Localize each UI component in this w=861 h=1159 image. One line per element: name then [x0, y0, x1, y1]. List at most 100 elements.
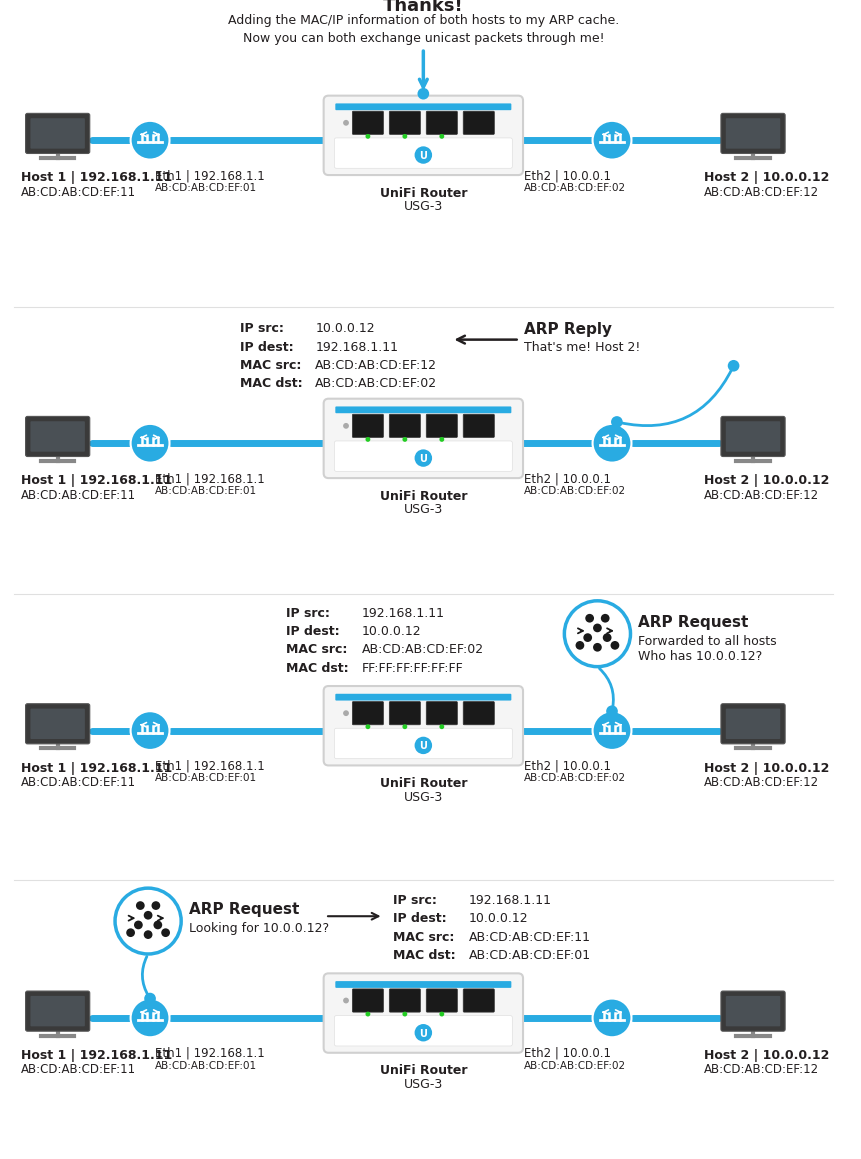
Circle shape	[583, 633, 592, 642]
FancyBboxPatch shape	[352, 989, 383, 1012]
FancyBboxPatch shape	[425, 414, 457, 437]
Circle shape	[136, 902, 145, 910]
FancyBboxPatch shape	[389, 414, 420, 437]
FancyBboxPatch shape	[462, 414, 493, 437]
FancyBboxPatch shape	[26, 416, 90, 457]
Text: MAC dst:: MAC dst:	[286, 662, 349, 675]
FancyBboxPatch shape	[425, 111, 457, 134]
Circle shape	[414, 737, 431, 755]
FancyBboxPatch shape	[425, 701, 457, 724]
FancyBboxPatch shape	[30, 118, 84, 148]
Circle shape	[439, 724, 443, 729]
FancyBboxPatch shape	[720, 114, 784, 153]
FancyBboxPatch shape	[323, 974, 523, 1052]
Text: AB:CD:AB:CD:EF:02: AB:CD:AB:CD:EF:02	[523, 183, 625, 192]
Circle shape	[131, 424, 170, 462]
Text: 10.0.0.12: 10.0.0.12	[468, 912, 528, 925]
Circle shape	[402, 134, 406, 139]
Circle shape	[592, 999, 631, 1037]
Circle shape	[592, 712, 631, 750]
FancyBboxPatch shape	[720, 416, 784, 457]
FancyBboxPatch shape	[720, 704, 784, 744]
Text: Eth2 | 10.0.0.1: Eth2 | 10.0.0.1	[523, 473, 610, 486]
Text: AB:CD:AB:CD:EF:11: AB:CD:AB:CD:EF:11	[21, 489, 136, 502]
Circle shape	[439, 437, 443, 442]
FancyBboxPatch shape	[725, 421, 779, 452]
Circle shape	[131, 712, 170, 750]
Circle shape	[727, 360, 739, 372]
Text: IP src:: IP src:	[239, 322, 283, 335]
Circle shape	[414, 146, 431, 163]
Circle shape	[414, 1025, 431, 1042]
Circle shape	[592, 121, 631, 160]
Text: AB:CD:AB:CD:EF:12: AB:CD:AB:CD:EF:12	[703, 489, 819, 502]
Circle shape	[402, 1012, 406, 1016]
Text: AB:CD:AB:CD:EF:11: AB:CD:AB:CD:EF:11	[21, 777, 136, 789]
Text: Host 1 | 192.168.1.11: Host 1 | 192.168.1.11	[21, 474, 171, 487]
Text: 10.0.0.12: 10.0.0.12	[315, 322, 375, 335]
Text: IP src:: IP src:	[393, 894, 437, 907]
Circle shape	[402, 437, 406, 442]
FancyBboxPatch shape	[30, 421, 84, 452]
FancyBboxPatch shape	[323, 399, 523, 479]
Circle shape	[115, 888, 181, 954]
Text: MAC src:: MAC src:	[239, 359, 300, 372]
Circle shape	[592, 624, 601, 633]
FancyBboxPatch shape	[334, 728, 511, 759]
Text: AB:CD:AB:CD:EF:02: AB:CD:AB:CD:EF:02	[315, 378, 437, 391]
Text: AB:CD:AB:CD:EF:01: AB:CD:AB:CD:EF:01	[468, 949, 591, 962]
Text: USG-3: USG-3	[403, 790, 443, 803]
Text: MAC src:: MAC src:	[393, 931, 454, 943]
Text: AB:CD:AB:CD:EF:01: AB:CD:AB:CD:EF:01	[155, 773, 257, 783]
Circle shape	[402, 724, 406, 729]
Text: 192.168.1.11: 192.168.1.11	[468, 894, 551, 907]
Circle shape	[343, 119, 349, 125]
FancyBboxPatch shape	[26, 704, 90, 744]
Text: ARP Request: ARP Request	[637, 614, 747, 629]
Circle shape	[144, 911, 152, 919]
Text: UniFi Router: UniFi Router	[379, 187, 467, 199]
Text: Host 2 | 10.0.0.12: Host 2 | 10.0.0.12	[703, 172, 829, 184]
Text: U: U	[419, 151, 427, 161]
FancyBboxPatch shape	[389, 989, 420, 1012]
Text: Eth1 | 192.168.1.1: Eth1 | 192.168.1.1	[155, 473, 264, 486]
Text: USG-3: USG-3	[403, 503, 443, 516]
Text: AB:CD:AB:CD:EF:12: AB:CD:AB:CD:EF:12	[703, 185, 819, 198]
Text: Eth1 | 192.168.1.1: Eth1 | 192.168.1.1	[155, 759, 264, 773]
FancyBboxPatch shape	[26, 114, 90, 153]
Circle shape	[131, 121, 170, 160]
Text: 192.168.1.11: 192.168.1.11	[315, 341, 398, 353]
Text: AB:CD:AB:CD:EF:02: AB:CD:AB:CD:EF:02	[362, 643, 484, 656]
Text: Looking for 10.0.0.12?: Looking for 10.0.0.12?	[189, 923, 329, 935]
Text: AB:CD:AB:CD:EF:12: AB:CD:AB:CD:EF:12	[703, 1064, 819, 1077]
Text: AB:CD:AB:CD:EF:01: AB:CD:AB:CD:EF:01	[155, 183, 257, 192]
Circle shape	[610, 416, 622, 428]
Circle shape	[126, 928, 135, 936]
Text: IP dest:: IP dest:	[393, 912, 446, 925]
Text: AB:CD:AB:CD:EF:11: AB:CD:AB:CD:EF:11	[21, 185, 136, 198]
Text: AB:CD:AB:CD:EF:12: AB:CD:AB:CD:EF:12	[703, 777, 819, 789]
Circle shape	[605, 706, 617, 717]
FancyBboxPatch shape	[389, 111, 420, 134]
Text: MAC dst:: MAC dst:	[393, 949, 455, 962]
Text: MAC dst:: MAC dst:	[239, 378, 302, 391]
Text: IP dest:: IP dest:	[286, 625, 339, 637]
Text: MAC src:: MAC src:	[286, 643, 347, 656]
Text: U: U	[419, 1029, 427, 1038]
Text: That's me! Host 2!: That's me! Host 2!	[523, 341, 639, 353]
Circle shape	[343, 423, 349, 429]
Text: Thanks!: Thanks!	[382, 0, 463, 15]
Text: FF:FF:FF:FF:FF:FF: FF:FF:FF:FF:FF:FF	[362, 662, 463, 675]
Text: USG-3: USG-3	[403, 1078, 443, 1091]
Text: UniFi Router: UniFi Router	[379, 777, 467, 790]
Text: AB:CD:AB:CD:EF:11: AB:CD:AB:CD:EF:11	[21, 1064, 136, 1077]
FancyBboxPatch shape	[725, 996, 779, 1027]
Text: ARP Request: ARP Request	[189, 902, 299, 917]
Circle shape	[592, 424, 631, 462]
Text: UniFi Router: UniFi Router	[379, 490, 467, 503]
Text: IP src:: IP src:	[286, 606, 330, 620]
Text: AB:CD:AB:CD:EF:12: AB:CD:AB:CD:EF:12	[315, 359, 437, 372]
Text: Host 2 | 10.0.0.12: Host 2 | 10.0.0.12	[703, 1049, 829, 1062]
Circle shape	[161, 928, 170, 936]
Circle shape	[610, 641, 618, 650]
